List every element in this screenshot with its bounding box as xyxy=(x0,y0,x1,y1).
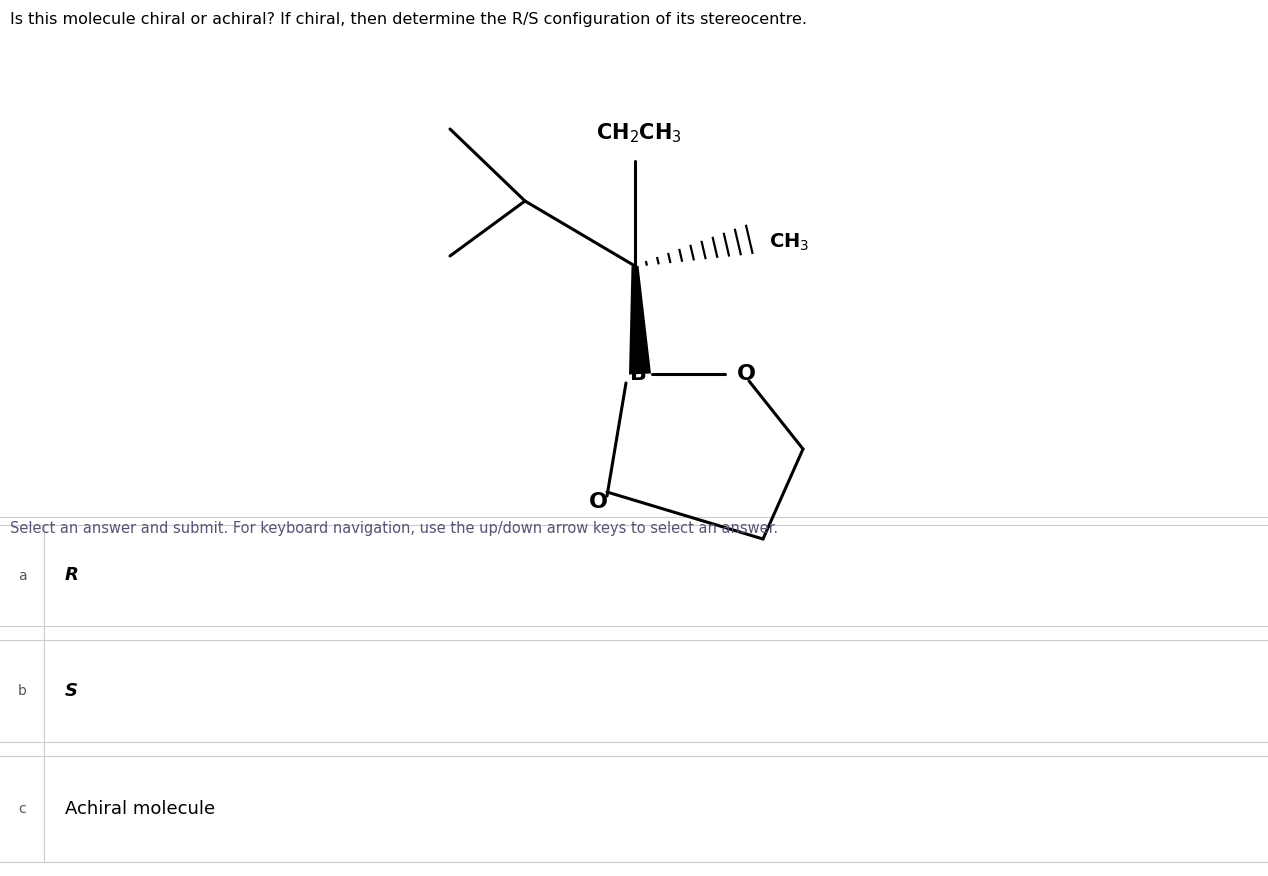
Text: O: O xyxy=(737,364,756,384)
Text: B: B xyxy=(629,364,647,384)
Text: Is this molecule chiral or achiral? If chiral, then determine the R/S configurat: Is this molecule chiral or achiral? If c… xyxy=(10,12,806,27)
Text: O: O xyxy=(588,492,607,512)
Text: Select an answer and submit. For keyboard navigation, use the up/down arrow keys: Select an answer and submit. For keyboar… xyxy=(10,521,779,536)
Text: CH$_3$: CH$_3$ xyxy=(768,231,809,252)
Text: a: a xyxy=(18,569,27,583)
Text: c: c xyxy=(18,802,25,816)
Text: Achiral molecule: Achiral molecule xyxy=(65,800,216,818)
Text: b: b xyxy=(18,684,27,698)
Text: R: R xyxy=(65,567,79,584)
Text: CH$_2$CH$_3$: CH$_2$CH$_3$ xyxy=(596,122,682,145)
Polygon shape xyxy=(629,265,650,375)
Text: S: S xyxy=(65,682,79,700)
